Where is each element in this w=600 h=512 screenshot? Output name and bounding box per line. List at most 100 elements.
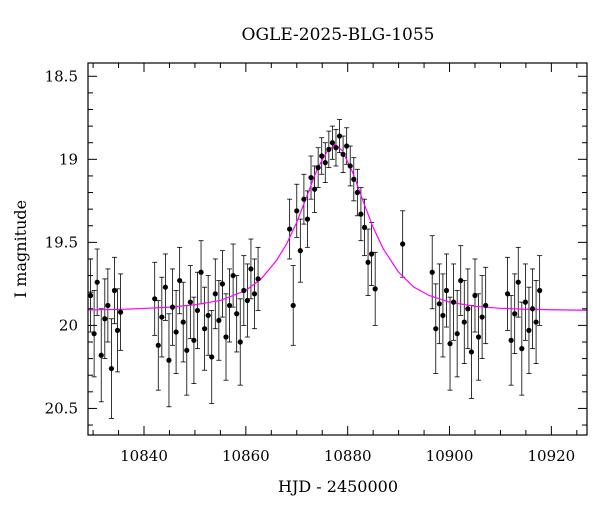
data-point <box>301 196 307 202</box>
data-point <box>202 326 208 332</box>
error-bars <box>88 119 543 419</box>
data-point <box>102 316 108 322</box>
data-point <box>114 327 121 333</box>
x-tick-label: 10860 <box>222 447 270 465</box>
data-point <box>98 352 104 358</box>
y-tick-label: 20 <box>59 316 78 334</box>
data-point <box>241 287 247 294</box>
data-point <box>187 299 193 305</box>
x-tick-label: 10900 <box>426 447 474 465</box>
data-point <box>429 269 435 275</box>
data-point <box>304 216 311 222</box>
data-point <box>255 276 261 282</box>
data-point <box>351 176 357 182</box>
data-point <box>365 259 371 265</box>
data-point <box>475 334 482 340</box>
data-point <box>333 145 339 151</box>
data-point <box>454 331 460 337</box>
data-point <box>326 146 332 152</box>
data-point <box>433 326 439 332</box>
data-point <box>512 311 518 317</box>
data-point <box>194 307 201 314</box>
data-point <box>248 266 254 272</box>
chart-title: OGLE-2025-BLG-1055 <box>242 25 435 45</box>
data-point <box>219 281 226 287</box>
data-point <box>184 347 190 353</box>
data-point <box>177 277 183 284</box>
data-point <box>347 163 353 169</box>
data-point <box>319 153 325 159</box>
data-point <box>440 312 446 319</box>
data-point <box>117 309 124 315</box>
plot-area <box>88 119 587 419</box>
data-point <box>526 327 532 333</box>
data-point <box>162 284 168 290</box>
data-point <box>529 306 536 312</box>
data-point <box>450 299 457 305</box>
data-points <box>88 133 543 372</box>
plot-frame <box>87 62 588 436</box>
y-tick-label: 19.5 <box>45 233 78 251</box>
data-point <box>361 224 368 231</box>
data-point <box>169 304 176 310</box>
data-point <box>91 331 97 337</box>
data-point <box>111 287 118 294</box>
data-point <box>234 311 240 317</box>
data-point <box>88 292 94 299</box>
y-tick-label: 20.5 <box>45 399 78 417</box>
data-point <box>297 248 303 254</box>
data-point <box>443 287 450 294</box>
data-point <box>468 349 475 355</box>
data-point <box>290 302 296 309</box>
data-point <box>315 165 321 171</box>
data-point <box>472 292 478 299</box>
data-point <box>483 302 489 309</box>
data-point <box>212 291 218 297</box>
data-point <box>508 337 514 343</box>
data-point <box>209 354 215 360</box>
data-point <box>447 341 453 347</box>
data-point <box>205 312 211 319</box>
data-point <box>108 365 115 372</box>
data-point <box>400 241 406 247</box>
x-axis-label: HJD - 2450000 <box>278 477 398 496</box>
x-axis: 10840 10860 10880 10900 10920 <box>92 63 578 465</box>
data-point <box>479 314 485 320</box>
y-tick-label: 19 <box>59 150 78 168</box>
data-point <box>173 329 179 335</box>
data-point <box>155 342 161 348</box>
data-point <box>166 357 172 363</box>
data-point <box>336 133 343 139</box>
data-point <box>294 208 300 214</box>
data-point <box>94 279 100 285</box>
data-point <box>340 151 346 157</box>
data-point <box>515 279 521 285</box>
data-point <box>537 287 543 294</box>
data-point <box>198 269 204 275</box>
data-point <box>230 272 236 279</box>
data-point <box>251 291 258 297</box>
data-point <box>519 346 525 352</box>
x-tick-label: 10880 <box>324 447 372 465</box>
data-point <box>308 174 314 181</box>
data-point <box>311 186 318 192</box>
data-point <box>322 160 328 166</box>
data-point <box>191 337 197 343</box>
data-point <box>436 301 442 307</box>
data-point <box>533 319 539 325</box>
model-curve <box>88 143 587 311</box>
data-point <box>369 251 375 257</box>
y-axis-label: I magnitude <box>11 200 30 298</box>
data-point <box>105 302 111 309</box>
data-point <box>344 143 350 149</box>
y-tick-label: 18.5 <box>45 67 78 85</box>
data-point <box>223 334 229 340</box>
data-point <box>159 314 165 320</box>
data-point <box>287 226 293 232</box>
data-point <box>244 297 250 304</box>
data-point <box>522 299 528 305</box>
y-axis: 18.5 19 19.5 20 20.5 <box>45 67 587 426</box>
data-point <box>465 306 471 312</box>
x-tick-label: 10920 <box>527 447 575 465</box>
